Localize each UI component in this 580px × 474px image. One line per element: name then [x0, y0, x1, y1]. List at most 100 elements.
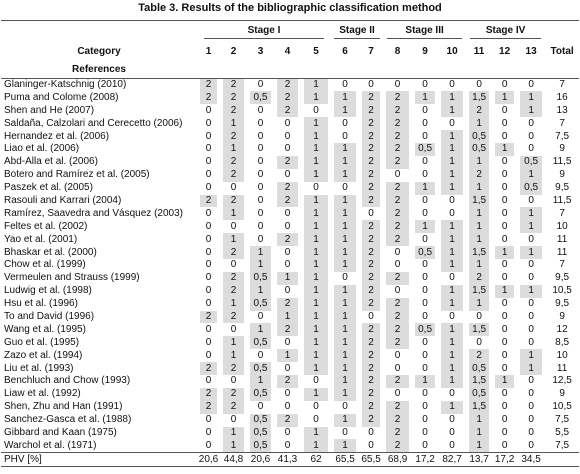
column-number: 12 — [499, 46, 511, 57]
score-cell: 2 — [466, 271, 493, 285]
score-cell: 1 — [492, 142, 518, 156]
phv-value: 68,9 — [387, 453, 408, 465]
score-cell: 1,5 — [466, 374, 493, 388]
score-cell: 2 — [274, 233, 301, 247]
score-cell: 0 — [230, 323, 237, 335]
reference-row: Feltes et al. (2002) 0 0 0 0 1 1 2 2 1 1 1 0 1 10 — [1, 220, 579, 234]
score-cell: 0,5 — [247, 362, 274, 375]
score-cell: 1 — [301, 426, 332, 440]
score-cell: 0 — [528, 117, 534, 129]
reference-row: Benchluch and Chow (1993) 0 0 1 2 0 1 2 2 1 1 1,5 1 0… — [1, 374, 579, 388]
score-cell: 1 — [438, 220, 467, 234]
row-total: 11,5 — [552, 156, 572, 168]
reference-row: Bhaskar et al. (2000) 0 2 1 0 1 1 2 0 0,5 1 1,5 1 1 11 — [1, 246, 579, 259]
score-cell: 2 — [383, 323, 413, 337]
score-cell: 2 — [220, 78, 247, 92]
row-total: 12,5 — [552, 375, 572, 387]
score-cell: 1 — [331, 246, 360, 259]
score-cell: 0 — [342, 182, 348, 194]
score-cell: 1 — [331, 387, 360, 401]
score-cell: 2 — [383, 117, 413, 131]
score-cell: 0 — [501, 401, 508, 413]
score-cell: 1 — [274, 271, 301, 285]
score-cell: 2 — [383, 207, 413, 221]
score-cell: 2 — [274, 104, 301, 118]
reference: Ludwig et al. (1998) — [4, 285, 92, 297]
table-title: Table 3. Results of the bibliographic cl… — [138, 2, 442, 14]
score-cell: 1 — [301, 323, 332, 337]
stage-header: Stage II — [331, 21, 383, 43]
score-cell: 0 — [528, 336, 534, 348]
score-cell: 0 — [205, 285, 212, 297]
score-cell: 2 — [359, 271, 384, 285]
score-cell: 1 — [301, 387, 332, 401]
phv-value: 34,5 — [521, 453, 541, 465]
column-number: 5 — [313, 46, 319, 57]
row-total: 12 — [556, 323, 568, 335]
score-cell: 1 — [517, 362, 546, 375]
score-cell: 0 — [205, 336, 212, 348]
phv-value: 41,3 — [277, 453, 298, 465]
score-cell: 0 — [205, 375, 212, 387]
score-cell: 1 — [331, 323, 360, 337]
score-cell: 0 — [205, 259, 212, 271]
reference-row: Wang et al. (1995) 0 0 1 2 1 1 2 2 0,5 1 1,5 0 0 12 — [1, 323, 579, 337]
score-cell: 0 — [394, 79, 401, 91]
score-cell: 1 — [438, 323, 467, 337]
score-cell: 0 — [205, 130, 212, 142]
score-cell: 0 — [528, 259, 534, 271]
score-cell: 0 — [257, 169, 264, 181]
score-cell: 0 — [205, 143, 212, 155]
score-cell: 0,5 — [466, 130, 493, 143]
score-cell: 0 — [342, 401, 348, 413]
score-cell: 2 — [359, 258, 384, 272]
score-cell: 0 — [449, 272, 455, 284]
score-cell: 1 — [301, 155, 332, 169]
score-cell: 2 — [220, 246, 247, 259]
blank — [1, 21, 197, 43]
score-cell: 0 — [422, 426, 428, 438]
score-cell: 0 — [284, 439, 291, 451]
score-cell: 2 — [359, 233, 384, 247]
category-label: Category — [77, 46, 121, 57]
score-cell: 1 — [466, 439, 493, 453]
score-cell: 2 — [274, 413, 301, 427]
score-cell: 2 — [466, 349, 493, 363]
score-cell: 0 — [449, 79, 455, 91]
row-total: 9 — [559, 169, 565, 181]
score-cell: 0 — [368, 426, 374, 438]
score-cell: 0 — [205, 207, 212, 219]
score-cell: 1 — [220, 426, 247, 440]
column-number: 9 — [422, 46, 428, 57]
score-cell: 1 — [331, 362, 360, 375]
score-cell: 0 — [528, 375, 534, 387]
score-cell: 0 — [528, 426, 534, 438]
phv-value: 17,2 — [494, 453, 515, 465]
score-cell: 1 — [466, 220, 493, 234]
column-row: Category 1 2 3 4 5 6 7 8 9 10 11 12 13 Total — [1, 43, 579, 61]
score-cell: 0 — [284, 388, 291, 400]
reference: Guo et al. (1995) — [4, 336, 80, 348]
score-cell: 2 — [197, 91, 220, 105]
reference: Hernandez et al. (2006) — [4, 130, 110, 142]
score-cell: 1 — [466, 207, 493, 221]
reference-row: Hernandez et al. (2006) 0 2 0 0 1 0 2 2 0 1 0,5 0 0 7,… — [1, 130, 579, 143]
score-cell: 0,5 — [466, 142, 493, 156]
score-cell: 0 — [205, 246, 212, 258]
score-cell: 0 — [476, 336, 482, 348]
score-cell: 0 — [394, 259, 401, 271]
stage-label: Stage III — [387, 25, 462, 39]
score-cell: 0 — [422, 233, 428, 245]
score-cell: 0 — [284, 143, 291, 155]
score-cell: 2 — [359, 284, 384, 298]
score-cell: 1 — [492, 91, 518, 105]
score-cell: 0 — [449, 414, 455, 426]
score-cell: 1 — [466, 155, 493, 169]
score-cell: 1 — [331, 336, 360, 350]
score-cell: 1 — [438, 246, 467, 259]
score-cell: 1 — [517, 104, 546, 118]
score-cell: 0 — [230, 220, 237, 232]
score-cell: 1 — [438, 155, 467, 169]
score-cell: 0 — [313, 401, 319, 413]
score-cell: 1,5 — [466, 284, 493, 298]
